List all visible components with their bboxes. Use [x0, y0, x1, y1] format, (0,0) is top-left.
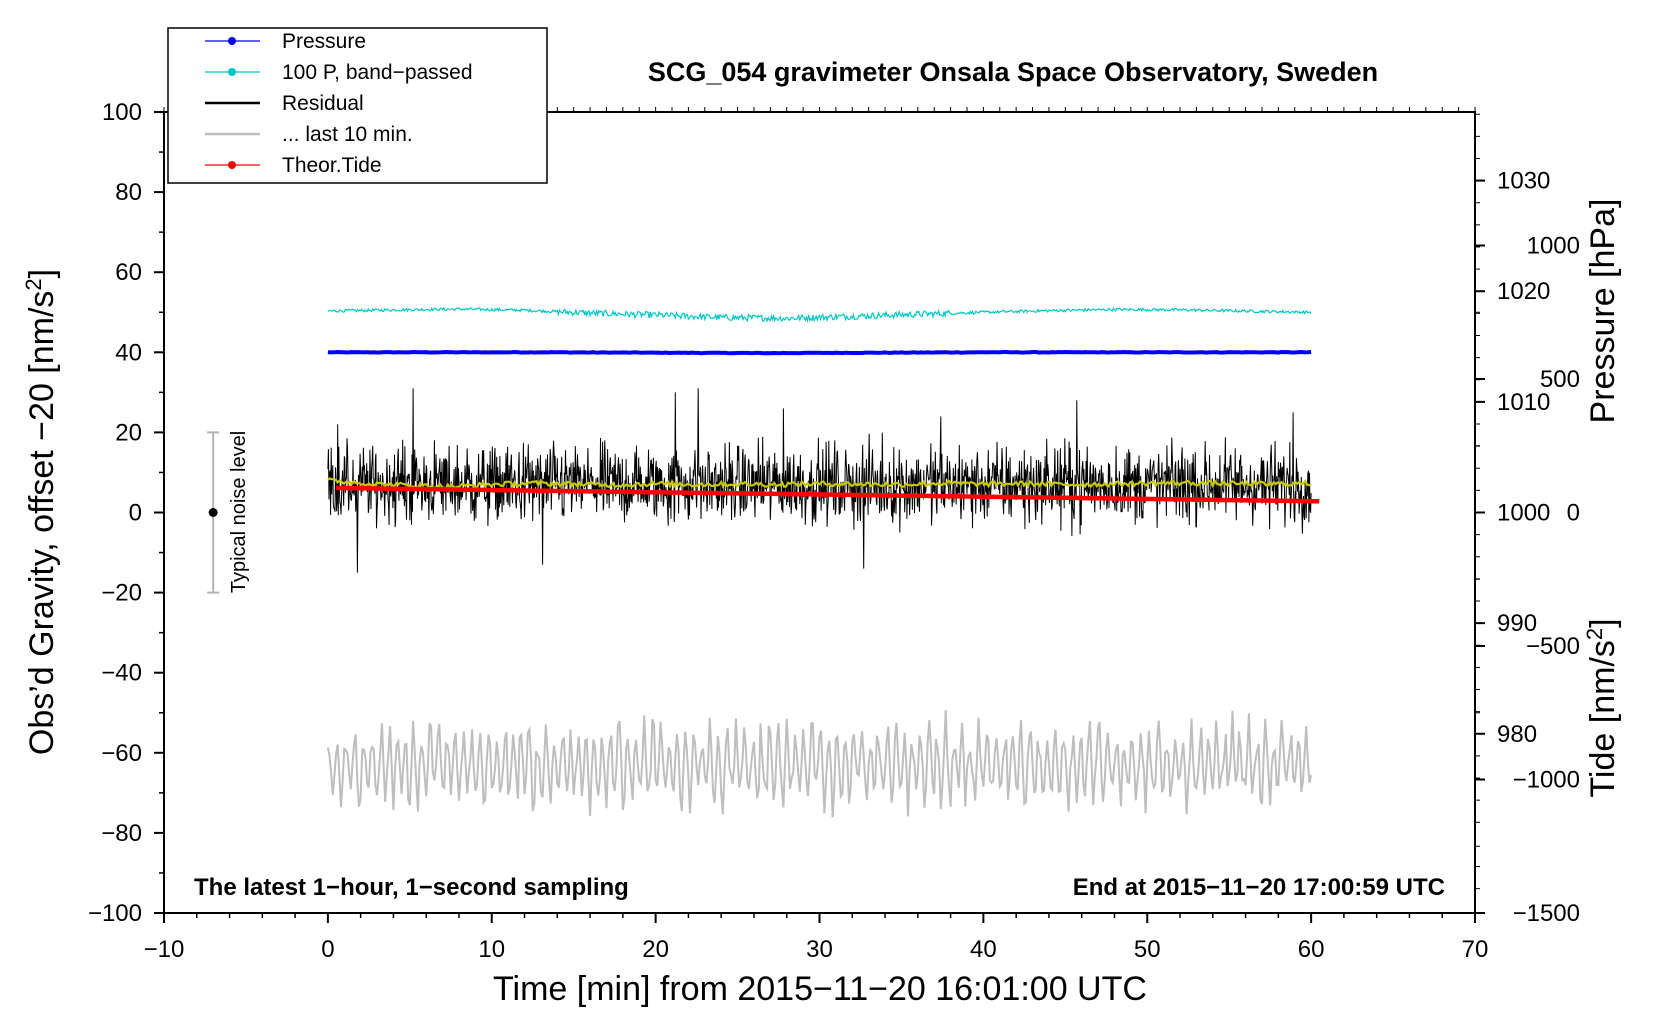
- y-axis-title-tide-sup: 2: [1582, 628, 1607, 640]
- legend-label: Pressure: [282, 30, 366, 53]
- chart-title: SCG_054 gravimeter Onsala Space Observat…: [648, 57, 1378, 87]
- series-layer: [326, 306, 1320, 818]
- left-axis-ticks: −100 −80 −60 −40 −20 0 20 40 60 80 100: [88, 99, 164, 927]
- tide-tick-label: 0: [1567, 500, 1580, 527]
- pressure-tick-label: 1000: [1497, 500, 1550, 527]
- y-tick-label: 100: [102, 99, 142, 126]
- annotation-sampling: The latest 1−hour, 1−second sampling: [194, 874, 629, 901]
- x-tick-label: 10: [478, 936, 505, 963]
- series-line-bandpassed-pressure: [327, 306, 1312, 323]
- tide-tick-label: −500: [1526, 633, 1580, 660]
- legend: Pressure 100 P, band−passed Residual ... la…: [167, 27, 548, 184]
- x-axis-title: Time [min] from 2015−11−20 16:01:00 UTC: [493, 970, 1147, 1008]
- pressure-tick-label: 980: [1497, 721, 1537, 748]
- x-tick-label: 50: [1134, 936, 1161, 963]
- legend-box: [167, 27, 548, 184]
- y-tick-label: −80: [101, 820, 142, 847]
- y-tick-label: 40: [115, 339, 142, 366]
- series-line-smoothed-residual: [327, 477, 1312, 490]
- legend-label: ... last 10 min.: [282, 123, 413, 146]
- y-axis-title-pressure: Pressure [hPa]: [1584, 199, 1622, 424]
- y-axis-title-tide-main: Tide [nm/s: [1584, 640, 1622, 797]
- y-tick-label: 0: [129, 500, 142, 527]
- series-line-theoretical-tide: [336, 485, 1320, 504]
- y-tick-label: 80: [115, 179, 142, 206]
- noise-level-center-dot: [208, 508, 218, 517]
- series-line-pressure: [327, 349, 1312, 356]
- legend-label: Residual: [282, 92, 364, 115]
- y-axis-title-left-sup: 2: [21, 278, 46, 290]
- legend-swatch-marker: [228, 161, 236, 169]
- x-tick-label: 30: [806, 936, 833, 963]
- noise-level-label: Typical noise level: [228, 431, 250, 593]
- y-tick-label: −60: [101, 740, 142, 767]
- y-axis-title-left-main: Obs’d Gravity, offset −20 [nm/s: [23, 291, 61, 756]
- y-axis-title-left-end: ]: [23, 269, 61, 278]
- tide-tick-label: −1500: [1513, 900, 1580, 927]
- tide-tick-label: 1000: [1527, 233, 1580, 260]
- y-tick-label: −100: [88, 900, 142, 927]
- y-tick-label: 20: [115, 419, 142, 446]
- pressure-axis-ticks: 980 990 1000 1010 1020 1030: [1475, 113, 1550, 890]
- legend-label: 100 P, band−passed: [282, 61, 473, 84]
- pressure-tick-label: 1030: [1497, 168, 1550, 195]
- legend-label: Theor.Tide: [282, 154, 382, 177]
- x-tick-label: 0: [321, 936, 334, 963]
- y-tick-label: −40: [101, 660, 142, 687]
- legend-swatch-marker: [228, 37, 236, 45]
- pressure-tick-label: 1020: [1497, 278, 1550, 305]
- tide-axis-ticks: −1500 −1000 −500 0 500 1000: [1475, 233, 1580, 927]
- y-axis-title-tide: Tide [nm/s2]: [1582, 618, 1623, 797]
- x-tick-label: 20: [642, 936, 669, 963]
- x-axis-ticks: −10 0 10 20 30 40 50 60 70: [144, 913, 1489, 963]
- legend-swatch-marker: [228, 68, 236, 76]
- x-tick-label: −10: [144, 936, 185, 963]
- tide-tick-label: −1000: [1513, 767, 1580, 794]
- y-axis-title-left: Obs’d Gravity, offset −20 [nm/s2]: [21, 269, 62, 755]
- x-tick-label: 40: [970, 936, 997, 963]
- tide-tick-label: 500: [1540, 366, 1580, 393]
- noise-level-indicator: Typical noise level: [207, 431, 250, 594]
- pressure-tick-label: 1010: [1497, 389, 1550, 416]
- annotation-end-time: End at 2015−11−20 17:00:59 UTC: [1073, 874, 1445, 901]
- y-axis-title-tide-end: ]: [1584, 618, 1622, 627]
- x-tick-label: 60: [1298, 936, 1325, 963]
- series-line-last-10-min: [326, 709, 1313, 818]
- y-tick-label: 60: [115, 259, 142, 286]
- x-tick-label: 70: [1462, 936, 1489, 963]
- y-tick-label: −20: [101, 580, 142, 607]
- pressure-tick-label: 990: [1497, 610, 1537, 637]
